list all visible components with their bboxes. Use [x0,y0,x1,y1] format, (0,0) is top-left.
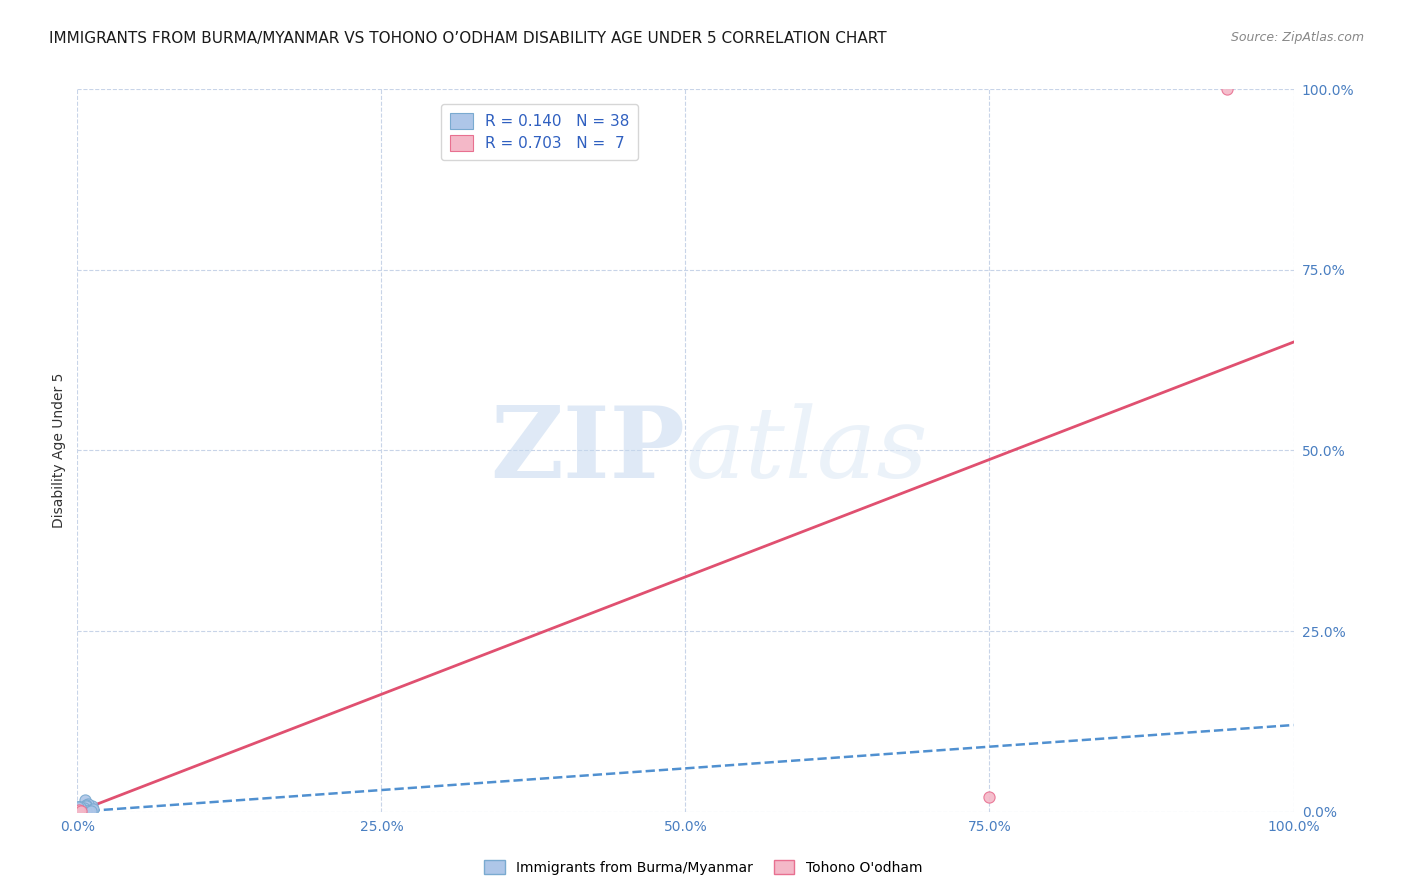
Point [66,800,89,814]
Text: ZIP: ZIP [491,402,686,499]
Point [77,797,100,811]
Point [67,803,90,817]
Point [69,802,91,816]
Text: atlas: atlas [686,403,928,498]
Point [69,802,91,816]
Point [72,802,94,816]
Point [70,804,93,818]
Point [77,804,100,818]
Point [79,804,101,818]
Point [69,800,91,814]
Y-axis label: Disability Age Under 5: Disability Age Under 5 [52,373,66,528]
Point [72,801,94,815]
Point [70,804,93,818]
Point [69,804,91,818]
Point [73,804,96,818]
Point [67,803,90,817]
Point [75,798,97,813]
Point [979,790,1001,805]
Point [70,804,93,818]
Point [72,804,94,818]
Point [77,804,100,818]
Point [75,799,97,814]
Point [75,804,97,818]
Point [73,803,96,817]
Point [75,804,97,818]
Point [75,793,97,807]
Point [67,800,90,814]
Point [70,804,93,818]
Point [80,804,103,818]
Point [69,805,91,819]
Point [70,803,93,817]
Legend: Immigrants from Burma/Myanmar, Tohono O'odham: Immigrants from Burma/Myanmar, Tohono O'… [478,855,928,880]
Point [80,799,103,814]
Point [72,804,94,818]
Point [67,804,90,818]
Legend: R = 0.140   N = 38, R = 0.703   N =  7: R = 0.140 N = 38, R = 0.703 N = 7 [440,104,638,161]
Point [67,799,90,814]
Text: IMMIGRANTS FROM BURMA/MYANMAR VS TOHONO O’ODHAM DISABILITY AGE UNDER 5 CORRELATI: IMMIGRANTS FROM BURMA/MYANMAR VS TOHONO … [49,31,887,46]
Point [72,805,94,819]
Point [70,803,93,817]
Point [73,800,96,814]
Point [1215,82,1237,96]
Point [67,802,90,816]
Point [70,803,93,817]
Point [70,804,93,818]
Text: Source: ZipAtlas.com: Source: ZipAtlas.com [1230,31,1364,45]
Point [66,805,89,819]
Point [82,802,104,816]
Point [69,803,91,817]
Point [72,805,94,819]
